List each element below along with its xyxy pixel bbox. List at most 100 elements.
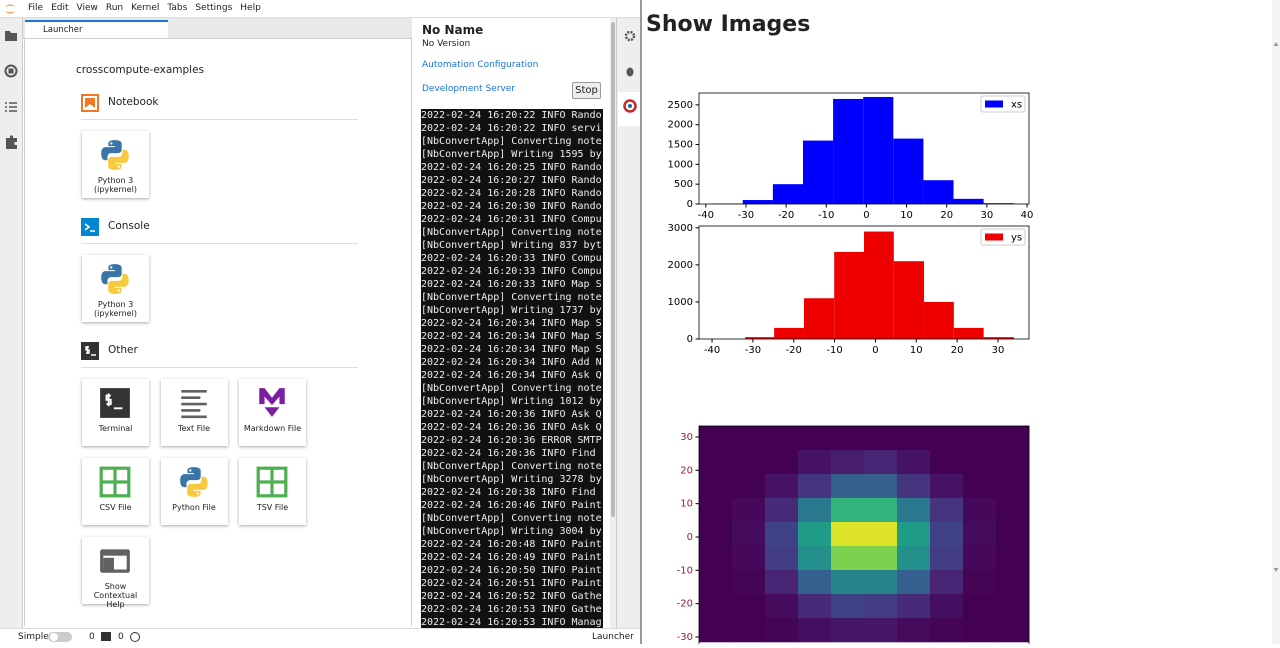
scrollbar — [1272, 0, 1280, 644]
log-line: 2022-02-24 16:20:48 INFO Paint — [421, 538, 603, 551]
x-tick-label: 10 — [900, 210, 913, 221]
launcher-card[interactable]: CSV File — [82, 458, 149, 525]
launcher-card[interactable]: Show Contextual Help — [82, 537, 149, 604]
histogram-bar — [954, 199, 984, 204]
launcher-card[interactable]: Markdown File — [239, 379, 306, 446]
heatmap-cell — [930, 426, 963, 450]
heatmap-cell — [864, 426, 897, 450]
launcher-tab[interactable]: Launcher — [25, 20, 168, 38]
log-line: [NbConvertApp] Converting note — [421, 291, 603, 304]
heatmap-cell — [699, 522, 732, 546]
heatmap-cell — [699, 498, 732, 522]
log-line: [NbConvertApp] Converting note — [421, 135, 603, 148]
debugger-icon[interactable] — [627, 68, 634, 77]
scroll-arrow[interactable] — [1274, 42, 1279, 572]
icon-part — [265, 407, 280, 417]
heatmap-cell — [798, 618, 831, 642]
heatmap-cell — [699, 450, 732, 474]
card-label: TSV File — [241, 503, 304, 512]
link[interactable]: Automation Configuration — [422, 60, 538, 70]
folder-icon[interactable] — [5, 31, 17, 41]
heatmap-cell — [831, 450, 864, 474]
link[interactable]: Development Server — [422, 84, 515, 94]
log-line: 2022-02-24 16:20:31 INFO Compu — [421, 213, 603, 226]
heatmap-cell — [864, 498, 897, 522]
histogram-bar — [924, 302, 954, 339]
heatmap-cell — [930, 474, 963, 498]
heatmap-cell — [996, 570, 1029, 594]
heatmap-cell — [864, 594, 897, 618]
icon — [81, 218, 99, 236]
log-line: [NbConvertApp] Writing 837 byt — [421, 239, 603, 252]
kernel-count: 0 — [89, 632, 95, 642]
menu-item[interactable]: Kernel — [131, 3, 159, 13]
heatmap-cell — [864, 546, 897, 570]
heatmap-cell — [897, 546, 930, 570]
x-tick-label: 30 — [992, 345, 1005, 356]
log-line: 2022-02-24 16:20:46 INFO Paint — [421, 499, 603, 512]
heatmap-cell — [996, 498, 1029, 522]
log-line: 2022-02-24 16:20:49 INFO Paint — [421, 551, 603, 564]
section-icon — [81, 342, 99, 360]
icon — [98, 386, 132, 420]
y-tick-label: 3000 — [668, 223, 693, 234]
menu-item[interactable]: Settings — [195, 3, 232, 13]
histogram-bar — [894, 261, 924, 339]
menu-item[interactable]: Run — [106, 3, 123, 13]
log-line: [NbConvertApp] Writing 1012 by — [421, 395, 603, 408]
histogram-bar — [864, 232, 894, 339]
heatmap-cell — [996, 474, 1029, 498]
log-line: 2022-02-24 16:20:38 INFO Find — [421, 486, 603, 499]
log-line: 2022-02-24 16:20:34 INFO Map S — [421, 317, 603, 330]
heatmap-cell — [798, 498, 831, 522]
menu-item[interactable]: Edit — [51, 3, 68, 13]
section-icon — [81, 94, 99, 112]
log-line: [NbConvertApp] Writing 3004 by — [421, 525, 603, 538]
heatmap-cell — [831, 498, 864, 522]
histogram-bar — [804, 298, 834, 339]
x-tick-label: 40 — [1021, 210, 1034, 221]
launcher-card[interactable]: Python 3(ipykernel) — [82, 255, 149, 322]
heatmap-cell — [864, 618, 897, 642]
log-line: 2022-02-24 16:20:30 INFO Rando — [421, 200, 603, 213]
menu-item[interactable]: Tabs — [167, 3, 187, 13]
heatmap-cell — [699, 618, 732, 642]
scroll-thumb[interactable] — [611, 22, 615, 517]
heatmap-cell — [765, 546, 798, 570]
heatmap-cell — [930, 618, 963, 642]
heatmap-cell — [732, 498, 765, 522]
logo-arc — [5, 5, 15, 14]
x-tick-label: -40 — [698, 210, 714, 221]
extension-icon[interactable] — [6, 135, 17, 149]
menu-item[interactable]: View — [77, 3, 98, 13]
globe-icon — [130, 632, 140, 642]
launcher-card[interactable]: Terminal — [82, 379, 149, 446]
heatmap-cell — [831, 474, 864, 498]
toc-icon[interactable] — [5, 103, 17, 111]
y-tick-label: 10 — [680, 499, 693, 510]
card-sublabel: (ipykernel) — [84, 185, 147, 194]
heatmap-cell — [996, 618, 1029, 642]
menu-item[interactable]: File — [28, 3, 43, 13]
launcher-card[interactable]: Text File — [161, 379, 228, 446]
y-tick-label: 1500 — [668, 140, 693, 151]
heatmap-cell — [732, 594, 765, 618]
card-icon — [98, 465, 132, 499]
heatmap-cell — [732, 522, 765, 546]
log-line: 2022-02-24 16:20:33 INFO Compu — [421, 265, 603, 278]
toggle-knob — [50, 633, 58, 641]
heatmap-cell — [996, 450, 1029, 474]
launcher-card[interactable]: Python File — [161, 458, 228, 525]
log-line: [NbConvertApp] Converting note — [421, 460, 603, 473]
settings-icon[interactable] — [626, 32, 634, 40]
log-line: 2022-02-24 16:20:36 ERROR SMTP — [421, 434, 603, 447]
histogram-bar — [923, 180, 953, 204]
menu-item[interactable]: Help — [240, 3, 261, 13]
heatmap-cell — [963, 450, 996, 474]
heatmap-cell — [897, 594, 930, 618]
stop-button[interactable]: Stop — [572, 82, 601, 99]
launcher-card[interactable]: Python 3(ipykernel) — [82, 131, 149, 198]
launcher-card[interactable]: TSV File — [239, 458, 306, 525]
y-tick-label: 2000 — [668, 260, 693, 271]
